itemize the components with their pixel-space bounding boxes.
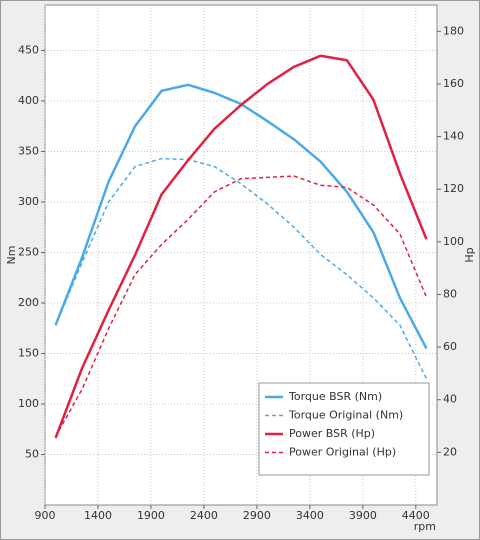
- legend-label: Torque BSR (Nm): [288, 390, 382, 403]
- y2-tick-label: 140: [443, 130, 464, 143]
- x-tick-label: 1400: [84, 509, 112, 522]
- y-tick-label: 400: [18, 94, 39, 107]
- x-tick-label: 1900: [137, 509, 165, 522]
- legend-label: Torque Original (Nm): [288, 409, 403, 422]
- y-tick-label: 150: [18, 346, 39, 359]
- legend-box: [258, 382, 430, 476]
- y-tick-label: 100: [18, 397, 39, 410]
- y2-tick-label: 60: [443, 340, 457, 353]
- x-tick-label: 3900: [349, 509, 377, 522]
- y2-tick-label: 120: [443, 182, 464, 195]
- y-tick-label: 350: [18, 144, 39, 157]
- legend-label: Power BSR (Hp): [289, 427, 375, 440]
- y-tick-label: 450: [18, 43, 39, 56]
- legend-label: Power Original (Hp): [289, 446, 396, 459]
- y-tick-label: 200: [18, 296, 39, 309]
- x-tick-label: 2900: [243, 509, 271, 522]
- y2-tick-label: 80: [443, 287, 457, 300]
- y2-tick-label: 100: [443, 235, 464, 248]
- y2-tick-label: 180: [443, 24, 464, 37]
- x-tick-label: 4400: [402, 509, 430, 522]
- y-tick-label: 50: [25, 447, 39, 460]
- x-axis-label: rpm: [414, 520, 436, 533]
- y-axis-label: Nm: [5, 246, 18, 265]
- y-tick-label: 250: [18, 245, 39, 258]
- y-tick-label: 300: [18, 195, 39, 208]
- y2-axis-label: Hp: [463, 247, 476, 262]
- series-line: [54, 54, 428, 439]
- x-tick-label: 3400: [296, 509, 324, 522]
- y2-tick-label: 160: [443, 77, 464, 90]
- x-tick-label: 900: [35, 509, 56, 522]
- series-line: [54, 175, 428, 437]
- y2-tick-label: 40: [443, 393, 457, 406]
- y2-tick-label: 20: [443, 445, 457, 458]
- x-tick-label: 2400: [190, 509, 218, 522]
- series-line: [54, 157, 428, 380]
